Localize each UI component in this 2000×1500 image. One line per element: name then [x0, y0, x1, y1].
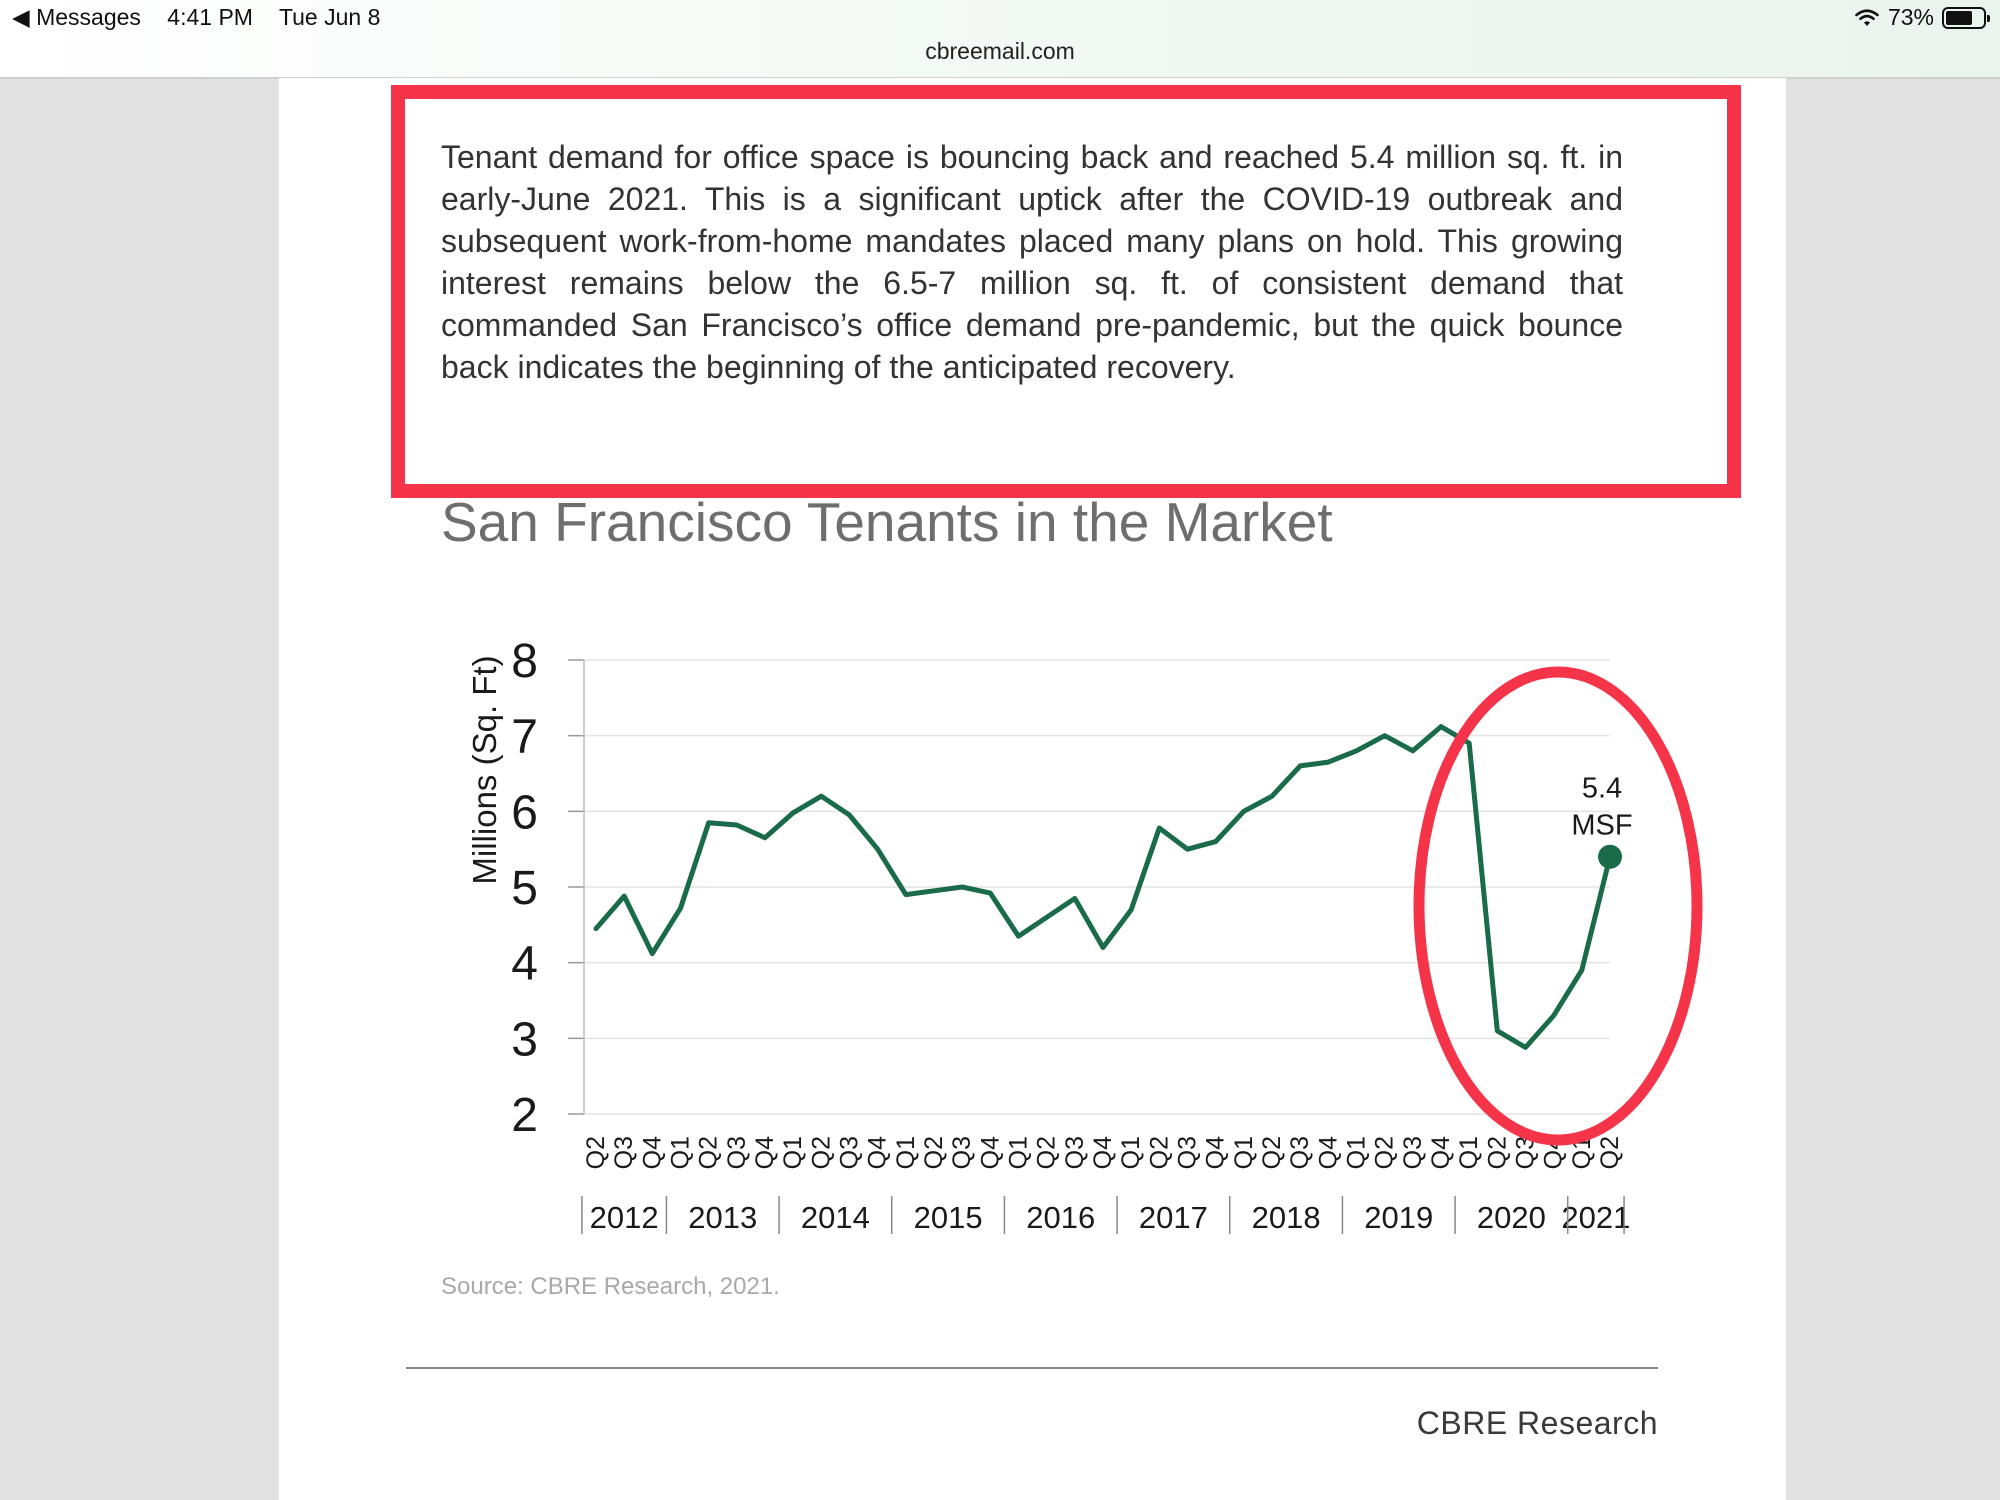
x-tick-label: Q2	[582, 1136, 610, 1169]
x-tick-label: Q4	[1314, 1136, 1342, 1169]
y-tick-label: 4	[511, 938, 538, 991]
x-tick-label: Q4	[1089, 1136, 1117, 1169]
footer-divider	[406, 1367, 1658, 1369]
highlight-box	[391, 85, 1741, 498]
x-tick-label: Q2	[1483, 1136, 1511, 1169]
x-tick-label: Q1	[1005, 1136, 1033, 1169]
x-tick-label: Q2	[1145, 1136, 1173, 1169]
x-tick-label: Q1	[779, 1136, 807, 1169]
back-to-messages-link[interactable]: ◀ Messages	[12, 4, 141, 30]
x-tick-label: Q2	[1371, 1136, 1399, 1169]
x-tick-label: Q2	[920, 1136, 948, 1169]
y-tick-label: 6	[511, 786, 538, 839]
x-tick-label: Q3	[836, 1136, 864, 1169]
status-time: 4:41 PM	[167, 4, 253, 30]
x-year-label: 2017	[1139, 1200, 1208, 1235]
status-bar-right: 73%	[1854, 4, 1990, 31]
x-tick-label: Q3	[1174, 1136, 1202, 1169]
x-year-label: 2018	[1252, 1200, 1321, 1235]
status-bar-left: ◀ Messages 4:41 PM Tue Jun 8	[12, 4, 400, 31]
annotation-label-value: 5.4	[1582, 773, 1622, 805]
x-tick-label: Q2	[1596, 1136, 1624, 1169]
source-note: Source: CBRE Research, 2021.	[441, 1273, 780, 1300]
x-tick-label: Q1	[1343, 1136, 1371, 1169]
x-tick-label: Q2	[807, 1136, 835, 1169]
x-tick-label: Q3	[723, 1136, 751, 1169]
x-year-label: 2015	[914, 1200, 983, 1235]
x-year-label: 2012	[590, 1200, 659, 1235]
x-tick-label: Q1	[1117, 1136, 1145, 1169]
y-tick-label: 2	[511, 1089, 538, 1142]
highlight-ellipse	[1413, 666, 1703, 1146]
chart-title: San Francisco Tenants in the Market	[441, 491, 1333, 553]
wifi-icon	[1855, 8, 1879, 26]
y-tick-label: 7	[511, 711, 538, 764]
x-year-label: 2019	[1364, 1200, 1433, 1235]
x-tick-label: Q4	[638, 1136, 666, 1169]
x-tick-label: Q2	[1033, 1136, 1061, 1169]
x-tick-label: Q4	[751, 1136, 779, 1169]
battery-fill	[1946, 10, 1973, 25]
status-date: Tue Jun 8	[278, 4, 381, 30]
battery-icon	[1942, 6, 1990, 29]
battery-percent: 73%	[1887, 4, 1934, 30]
x-year-label: 2020	[1477, 1200, 1546, 1235]
document-page	[279, 78, 1786, 1500]
data-series-line	[593, 724, 1613, 1050]
x-tick-label: Q3	[1061, 1136, 1089, 1169]
x-tick-label: Q1	[1455, 1136, 1483, 1169]
url-text[interactable]: cbreemail.com	[925, 38, 1075, 64]
x-tick-label: Q3	[1286, 1136, 1314, 1169]
x-year-label: 2013	[688, 1200, 757, 1235]
x-tick-label: Q3	[948, 1136, 976, 1169]
x-year-label: 2021	[1561, 1200, 1630, 1235]
footer-brand: CBRE Research	[1416, 1405, 1658, 1441]
y-tick-label: 3	[511, 1013, 538, 1066]
x-tick-label: Q1	[1230, 1136, 1258, 1169]
y-axis-label: Millions (Sq. Ft)	[466, 655, 503, 884]
status-bar: ◀ Messages 4:41 PM Tue Jun 8 73% cbreema…	[0, 0, 2000, 79]
x-tick-label: Q4	[1202, 1136, 1230, 1169]
x-tick-label: Q1	[667, 1136, 695, 1169]
endpoint-marker	[1598, 844, 1622, 869]
article-paragraph: Tenant demand for office space is bounci…	[441, 139, 1623, 385]
x-tick-label: Q4	[1427, 1136, 1455, 1169]
x-tick-label: Q4	[864, 1136, 892, 1169]
x-tick-label: Q1	[892, 1136, 920, 1169]
x-year-label: 2014	[801, 1200, 870, 1235]
x-tick-label: Q2	[695, 1136, 723, 1169]
x-tick-label: Q3	[610, 1136, 638, 1169]
annotation-label-unit: MSF	[1571, 810, 1632, 842]
y-tick-label: 5	[511, 862, 538, 915]
x-year-label: 2016	[1026, 1200, 1095, 1235]
y-tick-label: 8	[511, 635, 538, 688]
x-tick-label: Q4	[976, 1136, 1004, 1169]
x-tick-label: Q2	[1258, 1136, 1286, 1169]
x-tick-label: Q3	[1399, 1136, 1427, 1169]
